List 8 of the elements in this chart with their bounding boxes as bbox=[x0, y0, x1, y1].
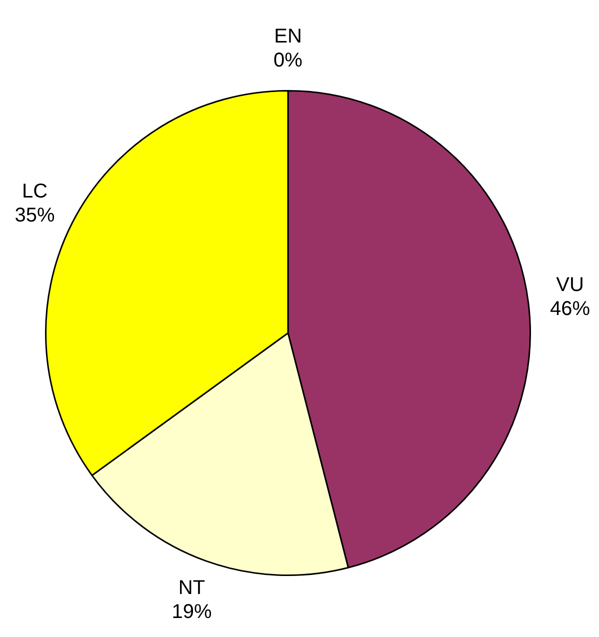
text: 0% bbox=[274, 49, 302, 72]
data-label: 19% bbox=[172, 600, 212, 623]
slice-label: LC bbox=[22, 180, 48, 202]
data-label: 46% bbox=[550, 298, 590, 320]
slice-label: NT bbox=[178, 576, 206, 599]
data-label: 35% bbox=[14, 204, 55, 226]
slice-label: VU bbox=[556, 274, 584, 296]
category-label: EN bbox=[274, 25, 302, 48]
